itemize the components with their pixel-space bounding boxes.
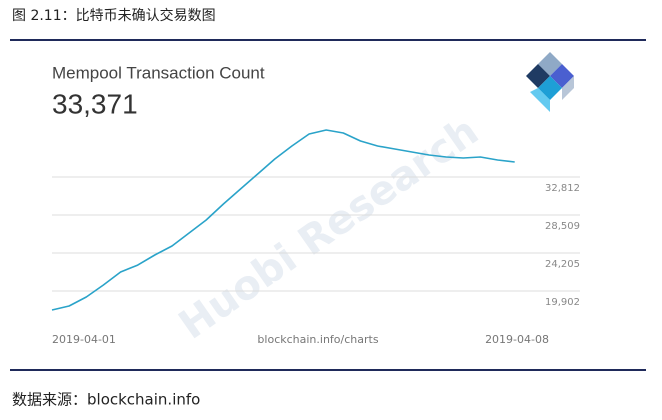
- y-tick-label: 28,509: [545, 221, 580, 232]
- footer-source: 数据来源：blockchain.info: [12, 391, 200, 409]
- source-label: blockchain.info/charts: [257, 333, 378, 346]
- figure-title: 图 2.11：比特币未确认交易数图: [12, 7, 216, 24]
- x-tick-label: 2019-04-01: [52, 333, 116, 346]
- logo: [526, 52, 574, 112]
- watermark: Huobi Research: [171, 108, 487, 348]
- current-value: 33,371: [52, 88, 138, 119]
- chart-title: Mempool Transaction Count: [52, 63, 265, 82]
- y-tick-label: 24,205: [545, 259, 580, 270]
- data-line: [51, 129, 515, 311]
- y-tick-label: 32,812: [545, 183, 580, 194]
- y-tick-label: 19,902: [545, 297, 580, 308]
- x-tick-label: 2019-04-08: [485, 333, 549, 346]
